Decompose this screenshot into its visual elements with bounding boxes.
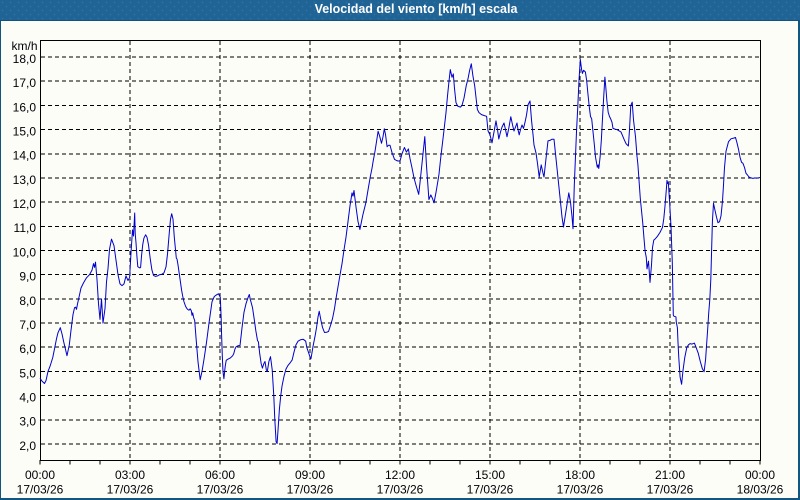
- svg-text:18/03/26: 18/03/26: [737, 483, 784, 497]
- svg-text:17/03/26: 17/03/26: [17, 483, 64, 497]
- svg-text:12:00: 12:00: [385, 468, 415, 482]
- svg-text:14,0: 14,0: [13, 149, 37, 163]
- svg-text:17,0: 17,0: [13, 76, 37, 90]
- svg-text:16,0: 16,0: [13, 100, 37, 114]
- svg-text:17/03/26: 17/03/26: [287, 483, 334, 497]
- svg-text:4,0: 4,0: [19, 391, 36, 405]
- svg-text:09:00: 09:00: [295, 468, 325, 482]
- svg-text:03:00: 03:00: [115, 468, 145, 482]
- svg-text:15,0: 15,0: [13, 125, 37, 139]
- svg-text:8,0: 8,0: [19, 294, 36, 308]
- svg-text:21:00: 21:00: [655, 468, 685, 482]
- svg-text:2,0: 2,0: [19, 439, 36, 453]
- svg-text:17/03/26: 17/03/26: [197, 483, 244, 497]
- svg-text:17/03/26: 17/03/26: [467, 483, 514, 497]
- svg-text:10,0: 10,0: [13, 245, 37, 259]
- svg-text:18:00: 18:00: [565, 468, 595, 482]
- svg-text:00:00: 00:00: [745, 468, 775, 482]
- svg-text:17/03/26: 17/03/26: [377, 483, 424, 497]
- svg-text:6,0: 6,0: [19, 342, 36, 356]
- svg-text:7,0: 7,0: [19, 318, 36, 332]
- svg-text:17/03/26: 17/03/26: [107, 483, 154, 497]
- svg-text:17/03/26: 17/03/26: [557, 483, 604, 497]
- svg-text:18,0: 18,0: [13, 52, 37, 66]
- svg-text:15:00: 15:00: [475, 468, 505, 482]
- svg-text:17/03/26: 17/03/26: [647, 483, 694, 497]
- svg-text:12,0: 12,0: [13, 197, 37, 211]
- svg-text:11,0: 11,0: [14, 221, 37, 235]
- svg-text:00:00: 00:00: [25, 468, 55, 482]
- svg-text:9,0: 9,0: [19, 270, 36, 284]
- svg-text:06:00: 06:00: [205, 468, 235, 482]
- svg-text:3,0: 3,0: [19, 415, 36, 429]
- svg-text:13,0: 13,0: [13, 173, 37, 187]
- svg-text:5,0: 5,0: [19, 366, 36, 380]
- svg-text:km/h: km/h: [11, 39, 37, 53]
